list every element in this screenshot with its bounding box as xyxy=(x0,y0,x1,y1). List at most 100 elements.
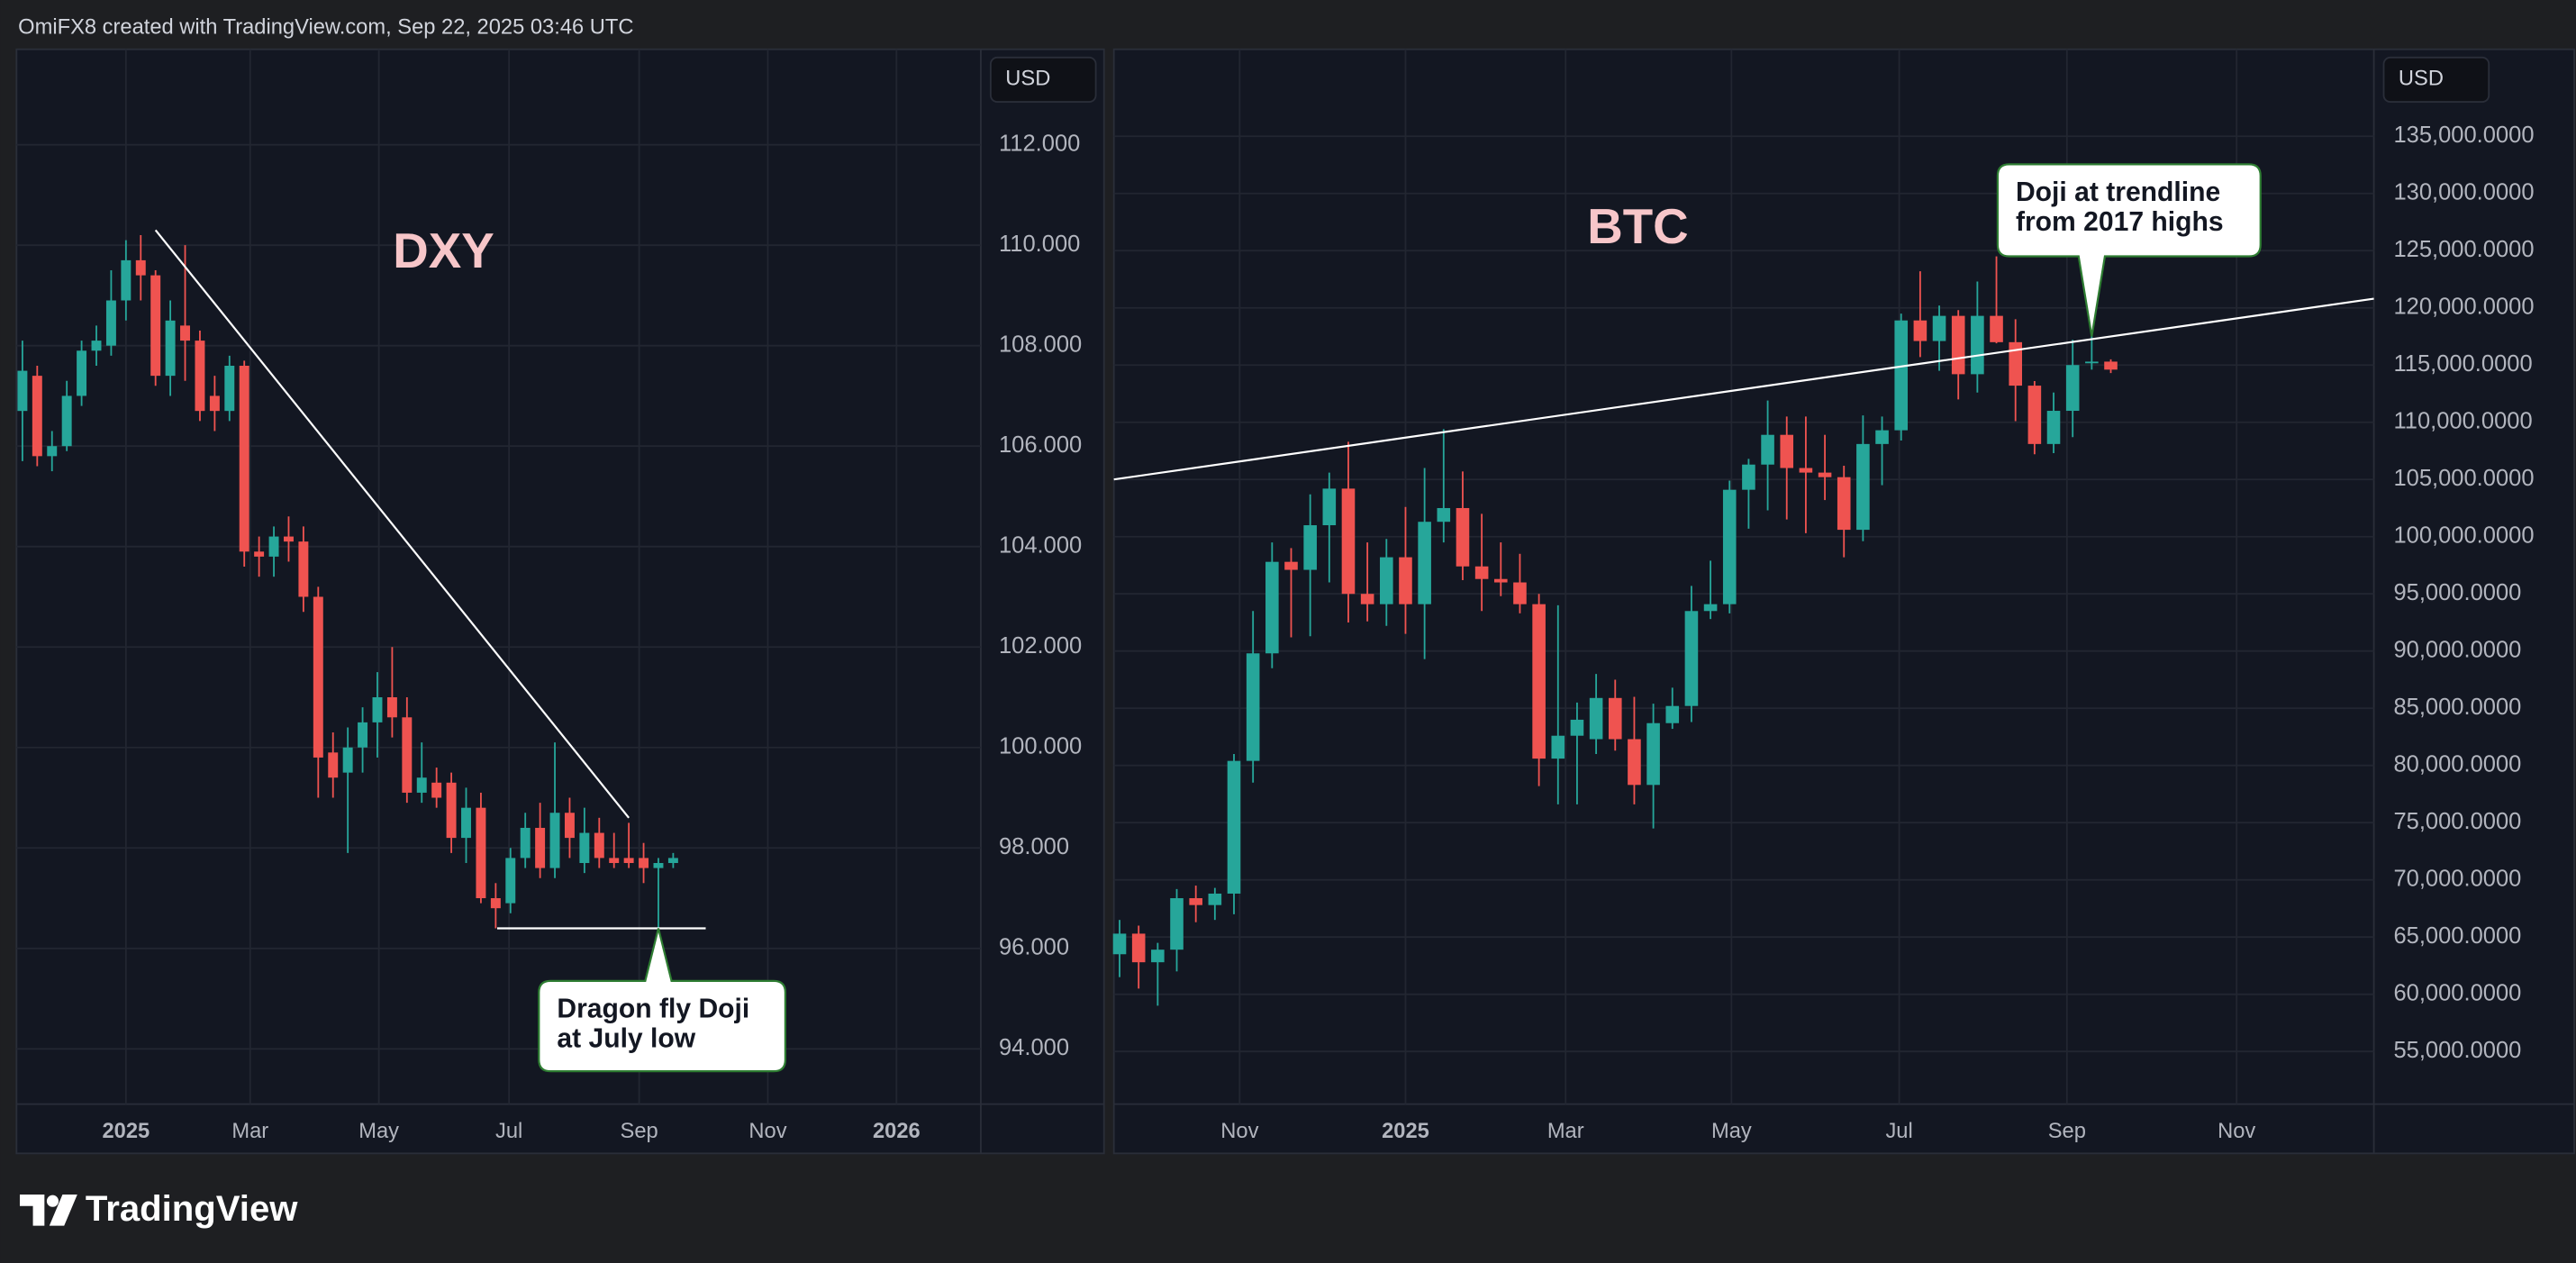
candle-body xyxy=(520,827,531,859)
candle-body xyxy=(342,747,353,773)
x-tick-label: 2025 xyxy=(1382,1120,1429,1143)
candle-body xyxy=(461,807,471,839)
candle-body xyxy=(1875,430,1889,444)
candle-body xyxy=(1208,893,1222,905)
candle-body xyxy=(1265,561,1279,654)
candle-body xyxy=(609,858,620,863)
candle-body xyxy=(416,777,427,793)
candle-body xyxy=(1284,561,1298,570)
candle-body xyxy=(1131,933,1146,963)
candle-body xyxy=(1646,722,1660,786)
candle-body xyxy=(1971,315,1984,375)
candle-body xyxy=(1246,653,1260,761)
y-tick-label: 95,000.0000 xyxy=(2393,580,2521,605)
x-tick-label: May xyxy=(358,1120,399,1143)
candle-body xyxy=(239,365,249,552)
y-tick-label: 112.000 xyxy=(999,131,1080,156)
candle-body xyxy=(653,862,664,868)
candle-body xyxy=(77,350,87,396)
candle-body xyxy=(1837,477,1851,531)
y-tick-label: 130,000.0000 xyxy=(2393,179,2534,204)
candle-body xyxy=(1151,950,1165,963)
candle-body xyxy=(1894,320,1909,431)
y-tick-label: 100.000 xyxy=(999,734,1082,759)
candle-body xyxy=(1474,566,1489,579)
candle-body xyxy=(549,813,560,868)
candle-body xyxy=(2027,386,2042,444)
candle-body xyxy=(298,541,309,597)
candle-body xyxy=(1380,557,1393,604)
y-tick-label: 70,000.0000 xyxy=(2393,866,2521,891)
candle-body xyxy=(1112,933,1127,955)
candle-body xyxy=(1570,719,1584,736)
y-tick-label: 94.000 xyxy=(999,1035,1069,1060)
y-tick-label: 100,000.0000 xyxy=(2393,522,2534,548)
x-tick-label: Nov xyxy=(1220,1120,1258,1143)
y-tick-label: 90,000.0000 xyxy=(2393,637,2521,662)
candle-body xyxy=(1799,468,1813,473)
candle-body xyxy=(2046,411,2061,444)
x-tick-label: 2026 xyxy=(873,1120,921,1143)
candle-body xyxy=(446,782,457,839)
candle-body xyxy=(195,341,205,412)
candle-body xyxy=(1322,488,1337,526)
y-tick-label: 60,000.0000 xyxy=(2393,980,2521,1005)
header-text: OmiFX8 created with TradingView.com, Sep… xyxy=(18,15,633,39)
y-tick-label: 85,000.0000 xyxy=(2393,695,2521,720)
candle-body xyxy=(180,325,190,341)
x-tick-label: 2025 xyxy=(102,1120,150,1143)
y-tick-label: 102.000 xyxy=(999,633,1082,659)
candle-body xyxy=(1513,582,1527,604)
candle-body xyxy=(165,320,176,377)
candle-body xyxy=(505,858,516,904)
candle-body xyxy=(639,858,649,868)
annotation-callout xyxy=(1996,163,2262,337)
brand-name: TradingView xyxy=(86,1188,298,1229)
candle-body xyxy=(1780,434,1794,468)
x-tick-label: May xyxy=(1711,1120,1752,1143)
candle-body xyxy=(1742,464,1755,490)
x-tick-label: Nov xyxy=(748,1120,786,1143)
y-tick-label: 75,000.0000 xyxy=(2393,809,2521,834)
candle-body xyxy=(135,259,146,276)
logo-shape xyxy=(19,1194,45,1226)
candle-body xyxy=(402,717,413,793)
candle-body xyxy=(1399,557,1412,604)
candle-body xyxy=(1418,522,1431,604)
annotation-text: Doji at trendline xyxy=(2016,177,2220,207)
chart-panel: 55,000.0000 60,000.0000 65,000.0000 70,000.… xyxy=(1112,48,2575,1155)
x-tick-label: Sep xyxy=(621,1120,658,1143)
candle-body xyxy=(32,376,42,457)
y-tick-label: 120,000.0000 xyxy=(2393,294,2534,319)
candle-body xyxy=(1303,525,1317,570)
currency-label: USD xyxy=(2399,68,2444,91)
panel-background xyxy=(15,48,1105,1155)
candle-body xyxy=(1437,507,1451,522)
panel-background xyxy=(1112,48,2575,1155)
candle-body xyxy=(535,827,546,868)
logo-shape xyxy=(49,1194,77,1226)
candle-body xyxy=(579,832,590,863)
candle-body xyxy=(2065,365,2080,412)
candle-body xyxy=(1170,898,1184,950)
candle-body xyxy=(1456,507,1470,567)
y-tick-label: 135,000.0000 xyxy=(2393,123,2534,148)
candle-body xyxy=(1761,434,1774,465)
candle-body xyxy=(17,370,28,412)
candle-body xyxy=(1665,705,1680,723)
annotation-callout xyxy=(538,928,786,1073)
y-tick-label: 108.000 xyxy=(999,332,1082,357)
candle-body xyxy=(1951,315,1965,375)
candle-body xyxy=(1360,594,1374,604)
currency-label: USD xyxy=(1005,68,1050,91)
candle-body xyxy=(283,536,294,542)
y-tick-label: 104.000 xyxy=(999,532,1082,558)
y-tick-label: 105,000.0000 xyxy=(2393,466,2534,491)
candle-body xyxy=(372,696,383,722)
candle-body xyxy=(268,536,279,557)
annotation-text: at July low xyxy=(557,1023,695,1053)
candle-body xyxy=(667,858,678,863)
candle-body xyxy=(1932,315,1946,341)
trendline xyxy=(1113,297,2374,481)
